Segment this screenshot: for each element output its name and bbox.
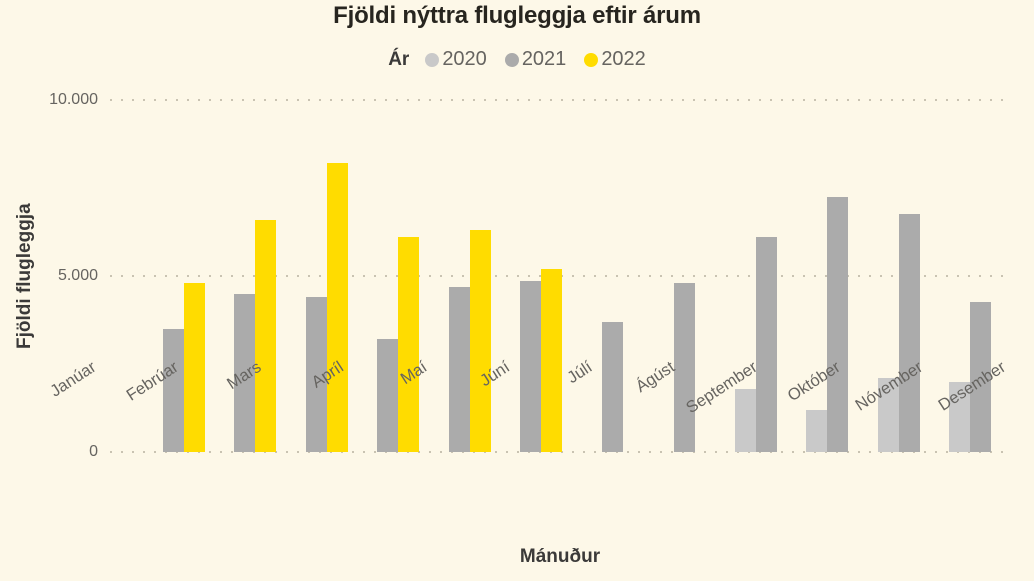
- bar-2020-nóvember[interactable]: [877, 378, 899, 452]
- bar-2021-október[interactable]: [827, 196, 849, 452]
- legend: Ár 2020 2021 2022: [0, 48, 1034, 71]
- month-group-maí: [434, 100, 506, 452]
- bar-2020-desember[interactable]: [949, 381, 971, 452]
- legend-item-label: 2020: [442, 48, 487, 70]
- gridline-0: [110, 451, 1010, 453]
- legend-dot-2020: [425, 52, 440, 67]
- x-tick-label-ágúst: Ágúst: [632, 358, 678, 397]
- bar-2021-apríl[interactable]: [377, 339, 399, 452]
- x-label-cell: Janúar: [38, 352, 121, 444]
- month-group-júlí: [577, 100, 649, 452]
- month-group-janúar: [148, 100, 220, 452]
- bar-2022-apríl[interactable]: [398, 237, 420, 452]
- month-group-júní: [506, 100, 578, 452]
- x-label-cell: Mars: [203, 352, 286, 444]
- x-label-cell: Júlí: [534, 352, 617, 444]
- legend-dot-2022: [584, 52, 599, 67]
- legend-item-label: 2022: [601, 48, 646, 70]
- bar-2021-ágúst[interactable]: [673, 283, 695, 452]
- month-group-mars: [291, 100, 363, 452]
- bar-2021-mars[interactable]: [305, 297, 327, 452]
- x-tick-label-maí: Maí: [396, 358, 430, 389]
- bar-2022-júní[interactable]: [541, 268, 563, 452]
- bar-2021-júlí[interactable]: [602, 321, 624, 452]
- bar-2022-mars[interactable]: [326, 163, 348, 452]
- y-tick-label: 0: [89, 443, 98, 460]
- bar-2022-janúar[interactable]: [183, 283, 205, 452]
- bar-2021-september[interactable]: [755, 237, 777, 452]
- legend-items: 2020 2021 2022: [425, 48, 646, 71]
- bar-2022-febrúar[interactable]: [255, 219, 277, 452]
- x-axis-labels: Janúar Febrúar Mars Apríl Maí Júní Júlí Ágúst Se…: [38, 352, 1030, 444]
- month-group-nóvember: [863, 100, 935, 452]
- x-label-cell: Maí: [369, 352, 452, 444]
- plot-area: 10.000 5.000 0: [49, 91, 1010, 460]
- x-label-cell: Desember: [935, 352, 1030, 444]
- x-label-cell: Febrúar: [121, 352, 204, 444]
- x-tick-label-mars: Mars: [223, 358, 265, 394]
- legend-item-2022[interactable]: 2022: [584, 48, 646, 71]
- x-label-cell: Júní: [451, 352, 534, 444]
- x-tick-label-janúar: Janúar: [47, 358, 100, 401]
- bar-2020-október[interactable]: [806, 409, 828, 452]
- y-tick-label: 5.000: [57, 267, 98, 284]
- gridline-10.000: [110, 99, 1010, 101]
- x-tick-label-júní: Júní: [476, 358, 513, 391]
- legend-item-label: 2021: [521, 48, 567, 70]
- x-axis-title: Mánuður: [519, 546, 601, 567]
- bar-2022-maí[interactable]: [469, 230, 491, 452]
- legend-item-2021[interactable]: 2021: [504, 48, 567, 71]
- month-group-febrúar: [220, 100, 292, 452]
- chart-title: Fjöldi nýttra flugleggja eftir árum: [333, 2, 701, 29]
- bar-2020-september[interactable]: [734, 388, 756, 452]
- x-tick-label-apríl: Apríl: [308, 358, 348, 392]
- x-tick-label-júlí: Júlí: [563, 358, 596, 388]
- bar-2021-janúar[interactable]: [162, 328, 184, 452]
- legend-dot-2021: [504, 52, 519, 67]
- legend-title: Ár: [388, 48, 410, 70]
- x-label-cell: September: [683, 352, 782, 444]
- x-label-cell: Nóvember: [852, 352, 948, 444]
- bar-2021-nóvember[interactable]: [898, 214, 920, 452]
- x-label-cell: Apríl: [286, 352, 369, 444]
- month-group-apríl: [363, 100, 435, 452]
- bar-2021-maí[interactable]: [448, 286, 470, 452]
- month-group-október: [792, 100, 864, 452]
- month-group-ágúst: [649, 100, 721, 452]
- x-tick-label-október: Október: [784, 358, 844, 406]
- bar-2021-febrúar[interactable]: [234, 293, 256, 452]
- legend-item-2020[interactable]: 2020: [425, 48, 487, 71]
- month-group-september: [720, 100, 792, 452]
- y-tick-label: 10.000: [49, 91, 98, 108]
- bar-2021-júní[interactable]: [520, 281, 542, 452]
- x-tick-label-febrúar: Febrúar: [123, 358, 182, 405]
- bar-2021-desember[interactable]: [970, 302, 992, 452]
- month-group-desember: [935, 100, 1007, 452]
- bars-row: [148, 100, 1006, 452]
